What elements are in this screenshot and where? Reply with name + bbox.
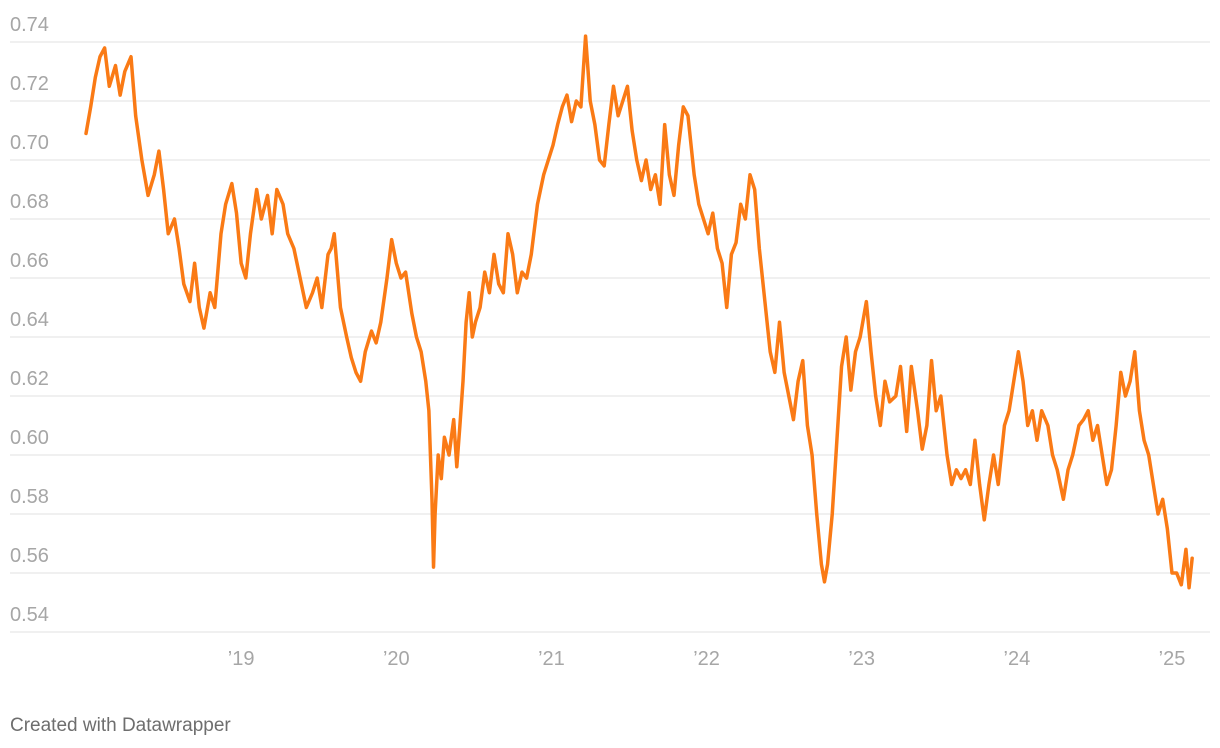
y-tick-label: 0.74	[10, 14, 49, 36]
y-tick-label: 0.62	[10, 368, 49, 390]
credit: Created with Datawrapper	[10, 715, 231, 736]
x-tick-label: ’25	[1159, 648, 1186, 670]
x-tick-label: ’19	[228, 648, 255, 670]
x-tick-label: ’22	[693, 648, 720, 670]
y-tick-label: 0.60	[10, 427, 49, 449]
x-tick-label: ’24	[1004, 648, 1031, 670]
y-tick-label: 0.68	[10, 191, 49, 213]
x-tick-label: ’20	[383, 648, 410, 670]
y-tick-label: 0.72	[10, 73, 49, 95]
y-tick-label: 0.54	[10, 604, 49, 626]
y-tick-label: 0.66	[10, 250, 49, 272]
data-line	[84, 34, 1194, 590]
y-tick-label: 0.56	[10, 545, 49, 567]
y-tick-label: 0.64	[10, 309, 49, 331]
x-tick-label: ’23	[848, 648, 875, 670]
x-tick-label: ’21	[538, 648, 565, 670]
y-tick-label: 0.70	[10, 132, 49, 154]
y-tick-label: 0.58	[10, 486, 49, 508]
